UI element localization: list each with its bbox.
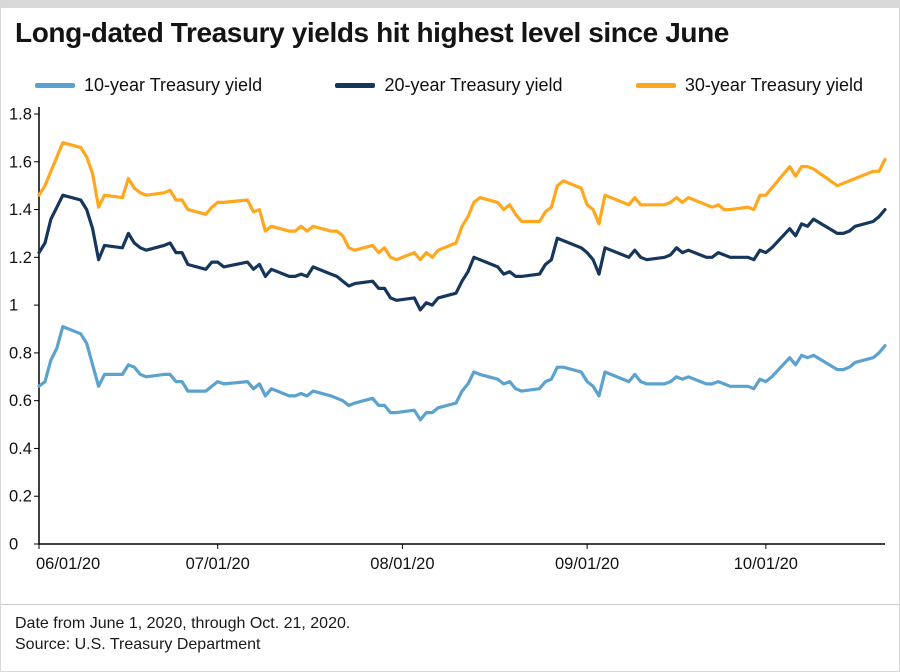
series-line-30-year [37, 141, 887, 262]
legend-swatch-30-year-icon [635, 83, 676, 88]
y-axis-label: 1.6 [9, 153, 32, 171]
y-axis-label: 0.6 [9, 392, 32, 410]
chart-legend: 10-year Treasury yield 20-year Treasury … [35, 75, 863, 96]
footer-date-note: Date from June 1, 2020, through Oct. 21,… [15, 615, 351, 632]
y-axis-label: 0 [9, 536, 18, 554]
y-axis-label: 0.2 [9, 488, 32, 506]
legend-label-20-year: 20-year Treasury yield [384, 75, 563, 95]
legend-swatch-20-year-icon [335, 83, 376, 88]
line-chart-canvas: 0 0.2 0.4 0.6 0.8 1 1.2 1.4 1.6 1.8 06/01/20 07/01/… [9, 106, 887, 573]
legend-label-10-year: 10-year Treasury yield [84, 75, 263, 95]
x-axis-label: 06/01/20 [36, 555, 100, 573]
x-axis-label: 08/01/20 [370, 555, 434, 573]
top-accent-bar [1, 1, 899, 8]
x-axis-label: 10/01/20 [734, 555, 798, 573]
footer-source-note: Source: U.S. Treasury Department [15, 636, 261, 653]
y-axis-label: 1.4 [9, 201, 32, 219]
legend-item-30-year: 30-year Treasury yield [635, 75, 863, 96]
x-axis-label: 07/01/20 [186, 555, 250, 573]
series-line-20-year [37, 193, 887, 312]
legend-item-10-year: 10-year Treasury yield [35, 75, 262, 96]
y-axis-label: 0.4 [9, 440, 32, 458]
legend-item-20-year: 20-year Treasury yield [335, 75, 563, 96]
y-axis-label: 1.2 [9, 249, 32, 267]
chart-footer: Date from June 1, 2020, through Oct. 21,… [1, 604, 899, 655]
series-line-10-year [37, 325, 887, 422]
x-axis-label: 09/01/20 [555, 555, 619, 573]
y-axis-label: 0.8 [9, 344, 32, 362]
chart-title: Long-dated Treasury yields hit highest l… [15, 17, 729, 48]
legend-swatch-10-year-icon [35, 83, 75, 88]
y-axis-label: 1 [9, 297, 18, 315]
legend-label-30-year: 30-year Treasury yield [684, 75, 863, 95]
y-axis-label: 1.8 [9, 106, 32, 124]
